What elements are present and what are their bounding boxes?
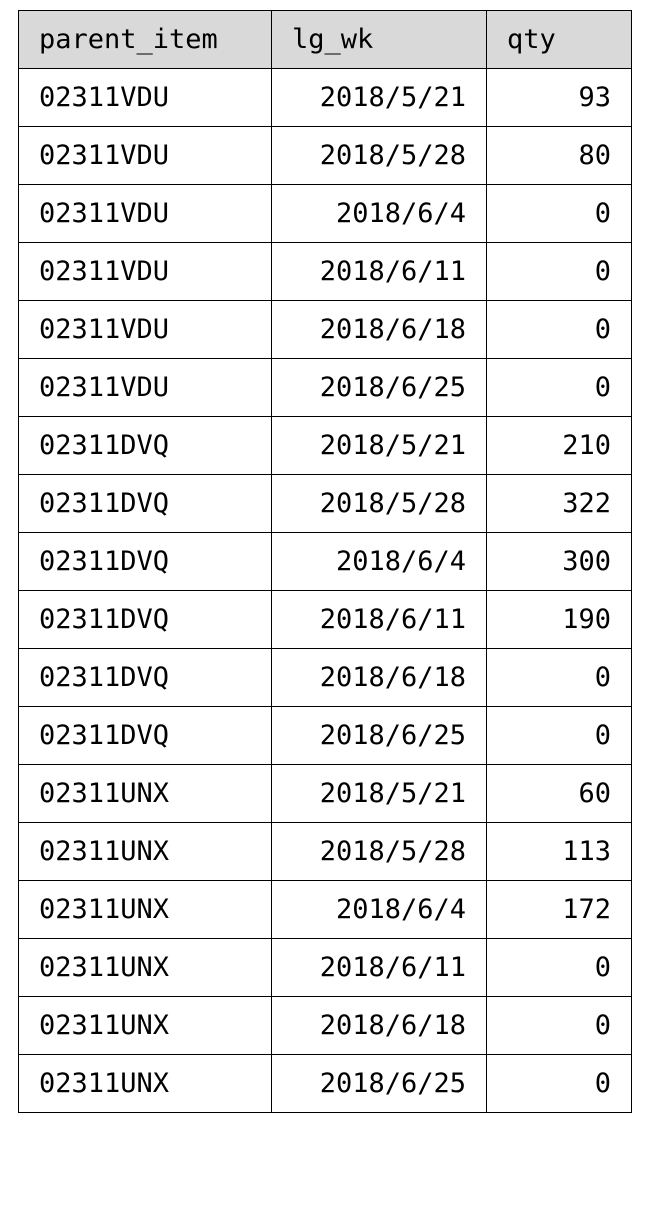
cell-lg-wk[interactable]: 2018/5/21	[271, 416, 487, 475]
cell-lg-wk[interactable]: 2018/6/11	[271, 590, 487, 649]
cell-parent-item[interactable]: 02311VDU	[18, 126, 272, 185]
table-row[interactable]: 02311DVQ 2018/6/4 300	[18, 532, 632, 591]
cell-qty[interactable]: 210	[486, 416, 632, 475]
cell-parent-item[interactable]: 02311DVQ	[18, 648, 272, 707]
cell-parent-item[interactable]: 02311UNX	[18, 938, 272, 997]
cell-lg-wk[interactable]: 2018/6/4	[271, 880, 487, 939]
cell-qty[interactable]: 0	[486, 358, 632, 417]
table-row[interactable]: 02311VDU 2018/6/18 0	[18, 300, 632, 359]
cell-lg-wk[interactable]: 2018/5/28	[271, 126, 487, 185]
cell-parent-item[interactable]: 02311UNX	[18, 822, 272, 881]
cell-qty[interactable]: 0	[486, 648, 632, 707]
cell-qty[interactable]: 0	[486, 996, 632, 1055]
cell-parent-item[interactable]: 02311VDU	[18, 300, 272, 359]
table-row[interactable]: 02311DVQ 2018/5/28 322	[18, 474, 632, 533]
cell-lg-wk[interactable]: 2018/5/28	[271, 822, 487, 881]
cell-lg-wk[interactable]: 2018/6/25	[271, 1054, 487, 1113]
table-row[interactable]: 02311UNX 2018/5/28 113	[18, 822, 632, 881]
table-row[interactable]: 02311VDU 2018/5/21 93	[18, 68, 632, 127]
cell-parent-item[interactable]: 02311UNX	[18, 880, 272, 939]
cell-parent-item[interactable]: 02311DVQ	[18, 474, 272, 533]
cell-parent-item[interactable]: 02311VDU	[18, 68, 272, 127]
cell-qty[interactable]: 0	[486, 184, 632, 243]
cell-qty[interactable]: 190	[486, 590, 632, 649]
cell-qty[interactable]: 172	[486, 880, 632, 939]
cell-parent-item[interactable]: 02311UNX	[18, 1054, 272, 1113]
cell-qty[interactable]: 60	[486, 764, 632, 823]
cell-lg-wk[interactable]: 2018/6/11	[271, 938, 487, 997]
table-row[interactable]: 02311UNX 2018/6/18 0	[18, 996, 632, 1055]
column-header-lg-wk[interactable]: lg_wk	[271, 10, 487, 69]
cell-qty[interactable]: 80	[486, 126, 632, 185]
cell-parent-item[interactable]: 02311UNX	[18, 764, 272, 823]
cell-lg-wk[interactable]: 2018/6/4	[271, 184, 487, 243]
table-row[interactable]: 02311DVQ 2018/6/11 190	[18, 590, 632, 649]
cell-qty[interactable]: 0	[486, 300, 632, 359]
cell-lg-wk[interactable]: 2018/5/21	[271, 764, 487, 823]
cell-lg-wk[interactable]: 2018/6/4	[271, 532, 487, 591]
cell-parent-item[interactable]: 02311VDU	[18, 184, 272, 243]
data-table: parent_item lg_wk qty 02311VDU 2018/5/21 9…	[18, 10, 632, 1113]
header-row: parent_item lg_wk qty	[18, 10, 632, 69]
cell-qty[interactable]: 93	[486, 68, 632, 127]
table-row[interactable]: 02311VDU 2018/6/11 0	[18, 242, 632, 301]
cell-parent-item[interactable]: 02311DVQ	[18, 416, 272, 475]
table-body: 02311VDU 2018/5/21 93 02311VDU 2018/5/28 80 02…	[18, 68, 632, 1113]
cell-lg-wk[interactable]: 2018/6/18	[271, 996, 487, 1055]
cell-qty[interactable]: 0	[486, 938, 632, 997]
cell-qty[interactable]: 322	[486, 474, 632, 533]
cell-lg-wk[interactable]: 2018/6/18	[271, 300, 487, 359]
cell-qty[interactable]: 0	[486, 1054, 632, 1113]
table-row[interactable]: 02311UNX 2018/5/21 60	[18, 764, 632, 823]
table-row[interactable]: 02311UNX 2018/6/25 0	[18, 1054, 632, 1113]
cell-parent-item[interactable]: 02311DVQ	[18, 532, 272, 591]
cell-qty[interactable]: 0	[486, 706, 632, 765]
cell-parent-item[interactable]: 02311DVQ	[18, 590, 272, 649]
cell-parent-item[interactable]: 02311UNX	[18, 996, 272, 1055]
cell-qty[interactable]: 300	[486, 532, 632, 591]
cell-parent-item[interactable]: 02311VDU	[18, 358, 272, 417]
cell-lg-wk[interactable]: 2018/6/25	[271, 358, 487, 417]
table-row[interactable]: 02311UNX 2018/6/4 172	[18, 880, 632, 939]
table-row[interactable]: 02311DVQ 2018/6/25 0	[18, 706, 632, 765]
cell-parent-item[interactable]: 02311VDU	[18, 242, 272, 301]
table-row[interactable]: 02311VDU 2018/5/28 80	[18, 126, 632, 185]
cell-lg-wk[interactable]: 2018/5/28	[271, 474, 487, 533]
table-row[interactable]: 02311DVQ 2018/6/18 0	[18, 648, 632, 707]
column-header-qty[interactable]: qty	[486, 10, 632, 69]
cell-lg-wk[interactable]: 2018/6/25	[271, 706, 487, 765]
cell-lg-wk[interactable]: 2018/6/18	[271, 648, 487, 707]
table-row[interactable]: 02311VDU 2018/6/4 0	[18, 184, 632, 243]
table-row[interactable]: 02311UNX 2018/6/11 0	[18, 938, 632, 997]
table-row[interactable]: 02311VDU 2018/6/25 0	[18, 358, 632, 417]
cell-qty[interactable]: 0	[486, 242, 632, 301]
cell-qty[interactable]: 113	[486, 822, 632, 881]
table-row[interactable]: 02311DVQ 2018/5/21 210	[18, 416, 632, 475]
cell-lg-wk[interactable]: 2018/6/11	[271, 242, 487, 301]
cell-lg-wk[interactable]: 2018/5/21	[271, 68, 487, 127]
cell-parent-item[interactable]: 02311DVQ	[18, 706, 272, 765]
column-header-parent-item[interactable]: parent_item	[18, 10, 272, 69]
